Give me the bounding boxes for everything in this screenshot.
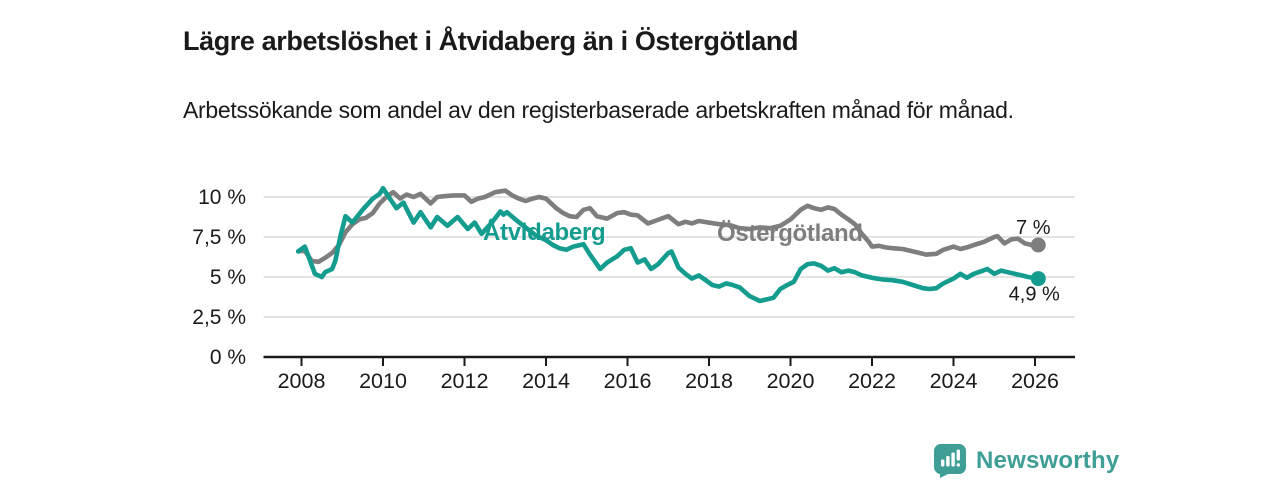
series-end-value-label: 4,9 % — [1009, 284, 1060, 306]
y-tick-label: 2,5 % — [192, 306, 246, 329]
x-tick-label: 2012 — [441, 369, 489, 393]
series-line-ostergotland — [295, 188, 1041, 265]
newsworthy-logo-text: Newsworthy — [976, 447, 1120, 474]
x-tick-label: 2026 — [1011, 369, 1059, 393]
series-end-dot-ostergotland — [1030, 237, 1046, 253]
series-line-atvidaberg — [295, 185, 1041, 304]
chart-title: Lägre arbetslöshet i Åtvidaberg än i Öst… — [183, 26, 799, 57]
x-tick-label: 2016 — [604, 369, 652, 393]
x-tick-label: 2018 — [685, 369, 733, 393]
y-tick-label: 7,5 % — [192, 226, 246, 249]
chart-subtitle: Arbetssökande som andel av den registerb… — [183, 97, 1014, 123]
x-tick-label: 2014 — [522, 369, 570, 393]
x-tick-label: 2024 — [930, 369, 978, 393]
x-tick-label: 2020 — [767, 369, 815, 393]
y-tick-label: 0 % — [210, 346, 246, 369]
series-name-label-ostergotland: Östergötland — [717, 220, 863, 247]
series-name-label-atvidaberg: Åtvidaberg — [483, 218, 605, 246]
x-tick-label: 2010 — [359, 369, 407, 393]
x-tick-label: 2008 — [278, 369, 326, 393]
series-end-dot-atvidaberg — [1030, 271, 1046, 287]
y-tick-label: 10 % — [198, 186, 246, 209]
x-tick-label: 2022 — [848, 369, 896, 393]
newsworthy-logo[interactable]: Newsworthy — [934, 444, 1119, 478]
newsworthy-logo-icon — [934, 444, 966, 478]
series-end-value-label: 7 % — [1016, 217, 1051, 239]
y-tick-label: 5 % — [210, 266, 246, 289]
